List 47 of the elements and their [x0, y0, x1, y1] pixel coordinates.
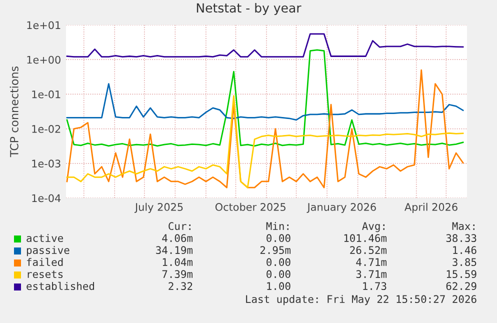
line-series — [66, 69, 464, 188]
y-tick-label: 1e-02 — [32, 125, 60, 133]
y-tick-label: 1e-04 — [32, 194, 61, 202]
line-series — [66, 33, 464, 58]
line-series — [66, 83, 464, 121]
text: 3.85 — [452, 258, 476, 266]
legend-label: established — [26, 282, 94, 290]
text: Cur: — [168, 222, 190, 230]
line-series — [66, 49, 464, 147]
text: 34.19m — [156, 246, 193, 254]
legend-label: resets — [28, 270, 63, 278]
text: 62.29 — [446, 282, 476, 290]
text: 0.00 — [266, 258, 290, 266]
text: 0.00 — [266, 234, 290, 242]
text: 101.46m — [344, 234, 387, 242]
text: 4.71m — [356, 258, 387, 266]
text: 7.39m — [162, 270, 193, 278]
text: 3.71m — [356, 270, 387, 278]
text: Last update: Fri May 22 15:50:27 2026 — [246, 294, 476, 306]
legend-label: failed — [26, 258, 63, 266]
text: 1.73 — [363, 282, 386, 290]
text: 0.00 — [266, 270, 290, 278]
x-tick-label: January 2026 — [306, 203, 376, 213]
text: Avg: — [362, 222, 384, 232]
y-tick-label: 1e+00 — [27, 56, 60, 64]
text: 2.95m — [260, 246, 291, 254]
text: 15.59 — [446, 270, 476, 278]
text: 4.06m — [162, 234, 193, 242]
legend-label: passive — [26, 246, 70, 256]
text: 1.04m — [162, 258, 193, 266]
y-tick-label: 1e+01 — [27, 21, 60, 30]
text: 1.00 — [267, 282, 290, 290]
text: Min: — [266, 222, 288, 230]
y-tick-label: 1e-01 — [32, 90, 60, 98]
x-tick-label: July 2025 — [134, 202, 183, 213]
chart-title: Netstat - by year — [196, 2, 302, 16]
x-tick-label: October 2025 — [215, 202, 286, 211]
y-axis-title: TCP connections — [10, 66, 18, 158]
text: 2.32 — [168, 282, 192, 290]
legend-label: active — [26, 234, 64, 242]
text: 38.33 — [446, 234, 476, 242]
text: Max: — [452, 222, 474, 230]
text: 1.46 — [453, 246, 476, 254]
line-series — [66, 95, 464, 188]
text: 26.52m — [350, 246, 387, 254]
y-tick-label: 1e-03 — [32, 160, 60, 168]
x-tick-label: April 2026 — [404, 202, 458, 213]
